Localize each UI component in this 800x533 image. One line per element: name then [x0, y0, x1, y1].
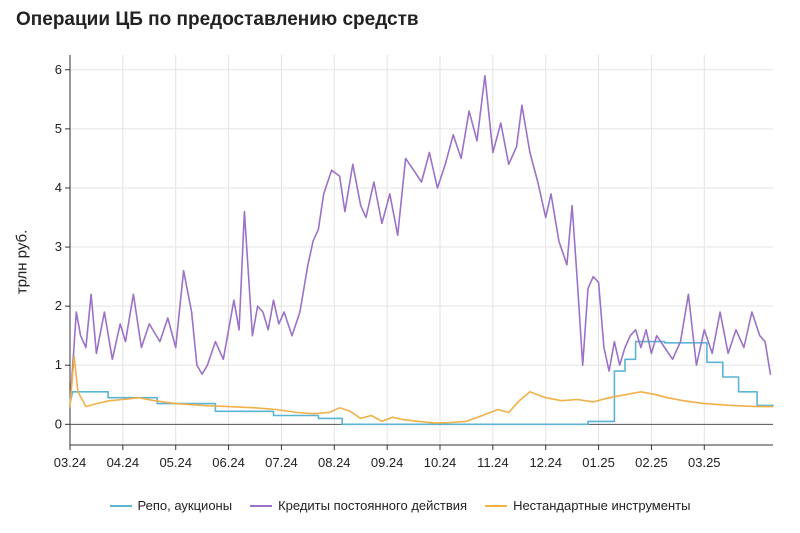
x-tick-label-2: 05.24 [159, 455, 192, 470]
legend: Репо, аукционы Кредиты постоянного дейст… [0, 498, 800, 513]
x-tick-label-7: 10.24 [424, 455, 457, 470]
y-tick-label-4: 4 [55, 180, 62, 195]
x-tick-label-8: 11.24 [477, 455, 509, 470]
y-tick-label-5: 5 [55, 121, 62, 136]
y-tick-label-6: 6 [55, 62, 62, 77]
y-tick-label-3: 3 [55, 239, 62, 254]
x-tick-label-6: 09.24 [371, 455, 404, 470]
legend-swatch-repo [109, 504, 132, 507]
x-tick-label-0: 03.24 [54, 455, 87, 470]
x-tick-label-3: 06.24 [212, 455, 245, 470]
legend-label-nonstandard: Нестандартные инструменты [513, 498, 691, 513]
series-line-nonstandard [69, 355, 774, 424]
legend-item-standing-facilities[interactable]: Кредиты постоянного действия [250, 498, 467, 513]
legend-swatch-standing-facilities [250, 504, 273, 507]
x-tick-label-12: 03.25 [688, 455, 721, 470]
legend-swatch-nonstandard [485, 504, 508, 507]
x-tick-label-5: 08.24 [318, 455, 351, 470]
legend-item-nonstandard[interactable]: Нестандартные инструменты [485, 498, 690, 513]
legend-label-repo: Репо, аукционы [137, 498, 233, 513]
x-tick-label-10: 01.25 [582, 455, 615, 470]
series-line-standing-facilities [69, 74, 772, 408]
y-tick-label-1: 1 [55, 357, 62, 372]
x-tick-label-1: 04.24 [107, 455, 140, 470]
x-tick-label-11: 02.25 [635, 455, 668, 470]
y-tick-label-0: 0 [55, 416, 62, 431]
y-tick-label-2: 2 [55, 298, 62, 313]
x-tick-label-9: 12.24 [529, 455, 562, 470]
legend-label-standing-facilities: Кредиты постоянного действия [278, 498, 468, 513]
chart-title: Операции ЦБ по предоставлению средств [16, 9, 419, 30]
legend-item-repo[interactable]: Репо, аукционы [109, 498, 233, 513]
x-tick-label-4: 07.24 [265, 455, 298, 470]
